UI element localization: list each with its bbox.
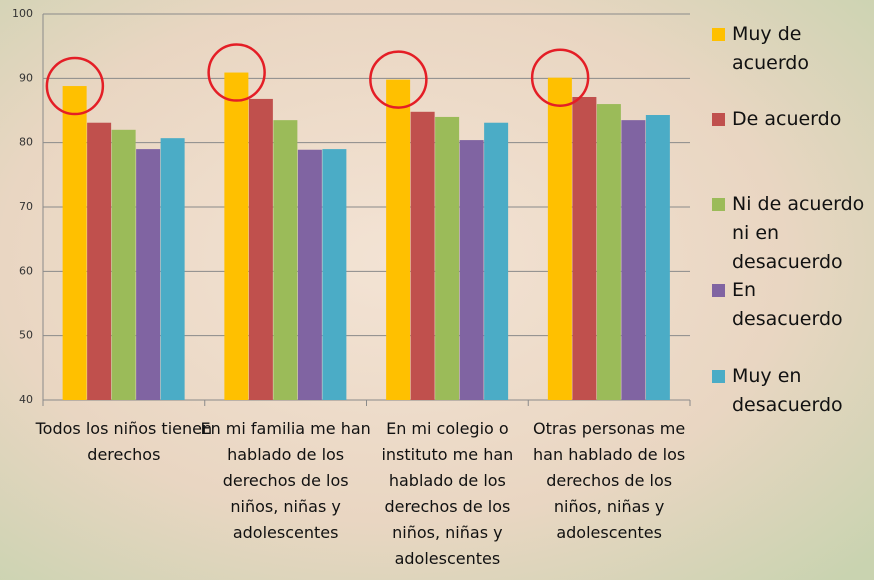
bar bbox=[572, 96, 597, 401]
x-tick-label: En mi colegio o instituto me han hablado… bbox=[381, 419, 514, 568]
bar bbox=[111, 129, 136, 401]
bar bbox=[410, 111, 435, 400]
bar bbox=[224, 72, 249, 400]
bar bbox=[160, 138, 185, 400]
bar bbox=[136, 149, 161, 400]
y-tick-label: 80 bbox=[19, 136, 33, 149]
bar bbox=[596, 104, 621, 401]
bar bbox=[273, 120, 298, 401]
legend-label: Ni de acuerdo ni en desacuerdo bbox=[732, 193, 865, 273]
legend-swatch bbox=[712, 28, 725, 41]
legend-label: De acuerdo bbox=[732, 108, 842, 130]
bar bbox=[386, 79, 411, 401]
y-tick-label: 100 bbox=[12, 7, 33, 20]
bar bbox=[621, 120, 646, 401]
x-tick-label: Todos los niños tienen derechos bbox=[35, 419, 213, 464]
bar bbox=[62, 86, 87, 400]
bar bbox=[87, 122, 112, 401]
legend-label: Muy en desacuerdo bbox=[732, 365, 843, 416]
y-tick-label: 70 bbox=[19, 200, 33, 213]
y-tick-label: 60 bbox=[19, 264, 33, 277]
legend-label: Muy de acuerdo bbox=[732, 23, 809, 74]
bar bbox=[435, 116, 460, 400]
legend-swatch bbox=[712, 198, 725, 211]
bar bbox=[322, 149, 347, 400]
highlight-circle bbox=[207, 43, 266, 102]
highlight-circle bbox=[45, 56, 105, 116]
legend-swatch bbox=[712, 370, 725, 383]
legend-swatch bbox=[712, 284, 725, 297]
bar bbox=[459, 140, 484, 401]
y-tick-label: 50 bbox=[19, 329, 33, 342]
y-tick-label: 40 bbox=[19, 393, 33, 406]
bar bbox=[547, 77, 572, 400]
highlight-circle bbox=[369, 50, 428, 109]
highlight-circle bbox=[530, 48, 590, 107]
bar bbox=[248, 98, 273, 401]
legend-label: En desacuerdo bbox=[732, 279, 843, 330]
x-tick-label: En mi familia me han hablado de los dere… bbox=[200, 419, 371, 542]
bar bbox=[484, 122, 509, 401]
bar bbox=[297, 149, 322, 400]
legend-swatch bbox=[712, 113, 725, 126]
x-tick-label: Otras personas me han hablado de los der… bbox=[533, 419, 686, 542]
bar bbox=[645, 115, 670, 401]
y-tick-label: 90 bbox=[19, 71, 33, 84]
